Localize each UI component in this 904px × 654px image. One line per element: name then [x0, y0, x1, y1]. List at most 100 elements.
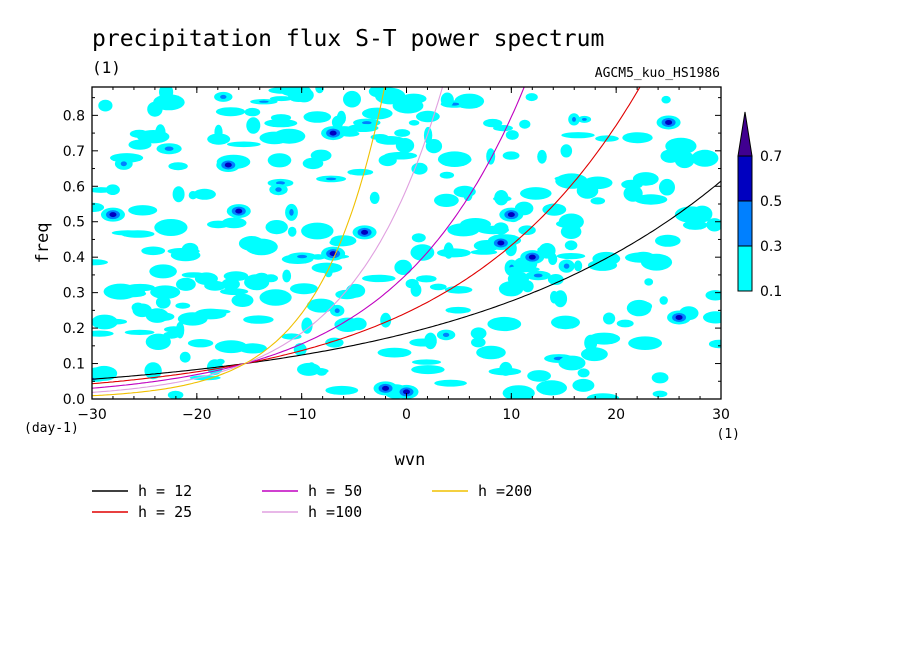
contour-cell	[572, 378, 595, 392]
contour-cell	[486, 148, 496, 165]
contour-cell	[226, 141, 261, 148]
contour-cell	[437, 151, 472, 167]
contour-cell	[167, 390, 184, 399]
contour-cell	[331, 115, 344, 129]
contour-cell	[214, 124, 223, 140]
contour-cell	[130, 287, 145, 297]
contour-cell	[705, 290, 721, 301]
contour-cell	[652, 390, 668, 398]
y-axis-unit: (day-1)	[24, 421, 79, 436]
y-axis: 0.0 0.1 0.2 0.3 0.4 0.5 0.6 0.7 0.8	[63, 97, 721, 408]
contour-cell	[394, 129, 411, 137]
curve-legend: h = 12 h = 25 h = 50 h =100 h =200	[92, 482, 532, 521]
contour-cell	[92, 202, 105, 212]
contour-cell	[158, 94, 184, 107]
contour-cell	[623, 185, 643, 202]
legend-label: h = 50	[308, 482, 362, 500]
contour-cell	[551, 315, 580, 330]
contour-blob-core	[507, 212, 515, 218]
x-tick-label: −20	[182, 407, 212, 423]
contour-cell	[207, 220, 230, 229]
contour-cell	[325, 177, 337, 181]
x-tick-label: 30	[712, 407, 730, 423]
x-tick-label: 20	[607, 407, 625, 423]
contour-blob-core	[361, 229, 369, 235]
contour-cell	[92, 330, 114, 337]
contour-cell	[106, 318, 127, 325]
contour-cell	[521, 280, 534, 293]
contour-cell	[527, 370, 551, 382]
contour-cell	[124, 329, 155, 335]
contour-blob-core	[403, 389, 410, 395]
contour-cell	[231, 293, 254, 307]
contour-cell	[622, 132, 653, 144]
contour-cell	[447, 223, 480, 237]
contour-cell	[537, 149, 547, 164]
contour-cell	[434, 379, 467, 387]
contour-cell	[519, 119, 531, 129]
colorbar-triangle	[737, 111, 753, 157]
contour-cell	[131, 302, 145, 313]
contour-blob-core	[675, 314, 683, 320]
contour-cell	[325, 337, 344, 348]
contour-cell	[558, 355, 586, 371]
contour-cell	[603, 312, 616, 325]
contour-cell	[181, 242, 199, 256]
contour-cell	[561, 132, 595, 139]
y-tick-label: 0.0	[63, 392, 85, 408]
x-tick-label: −10	[287, 407, 317, 423]
dispersion-curve	[92, 180, 721, 380]
contour-cell	[429, 283, 447, 291]
contour-cell	[282, 269, 292, 283]
legend-label: h = 12	[138, 482, 192, 500]
legend-label: h =200	[478, 482, 532, 500]
contour-cell	[560, 144, 573, 158]
contour-cell	[334, 308, 340, 314]
contour-cell	[438, 195, 454, 203]
contour-cell	[154, 219, 188, 236]
x-axis-label: wvn	[395, 450, 426, 470]
contour-cell	[145, 333, 171, 350]
contour-cell	[290, 283, 318, 295]
colorbar-segment	[737, 245, 753, 292]
x-tick-label: 0	[402, 407, 411, 423]
contour-cell	[542, 203, 567, 216]
contour-cell	[181, 272, 206, 278]
contour-cell	[315, 87, 324, 94]
dispersion-curve	[92, 87, 641, 385]
y-tick-label: 0.8	[63, 108, 85, 124]
contour-cell	[536, 380, 567, 396]
contour-cell	[316, 368, 328, 376]
contour-cell	[221, 278, 240, 291]
contour-cell	[377, 347, 412, 358]
contour-cell	[346, 283, 366, 298]
contour-cell	[120, 161, 127, 167]
contour-cell	[674, 151, 695, 169]
contour-cell	[362, 121, 372, 125]
contour-cell	[502, 385, 535, 399]
contour-cell	[471, 337, 486, 348]
colorbar: 0.1 0.3 0.5 0.7	[737, 111, 782, 300]
contour-cell	[558, 213, 584, 231]
y-tick-label: 0.7	[63, 144, 85, 160]
contour-cell	[164, 326, 184, 333]
contour-blob-core	[382, 385, 390, 391]
contour-cell	[708, 339, 721, 349]
contour-cell	[176, 277, 196, 291]
contour-cell	[655, 234, 681, 247]
contour-cell	[572, 117, 576, 122]
y-tick-label: 0.4	[63, 250, 85, 266]
contour-cell	[301, 317, 313, 334]
contour-cell	[289, 209, 294, 216]
y-tick-label: 0.5	[63, 215, 85, 231]
contour-cell	[155, 124, 166, 141]
contour-cell	[574, 260, 583, 272]
contour-cell	[493, 222, 509, 235]
colorbar-label: 0.1	[760, 284, 782, 300]
contour-cell	[306, 298, 336, 313]
contour-cell	[411, 359, 442, 365]
contour-cell	[373, 87, 399, 96]
contour-cell	[269, 96, 293, 102]
contour-cell	[443, 242, 454, 259]
contour-cell	[505, 130, 519, 140]
